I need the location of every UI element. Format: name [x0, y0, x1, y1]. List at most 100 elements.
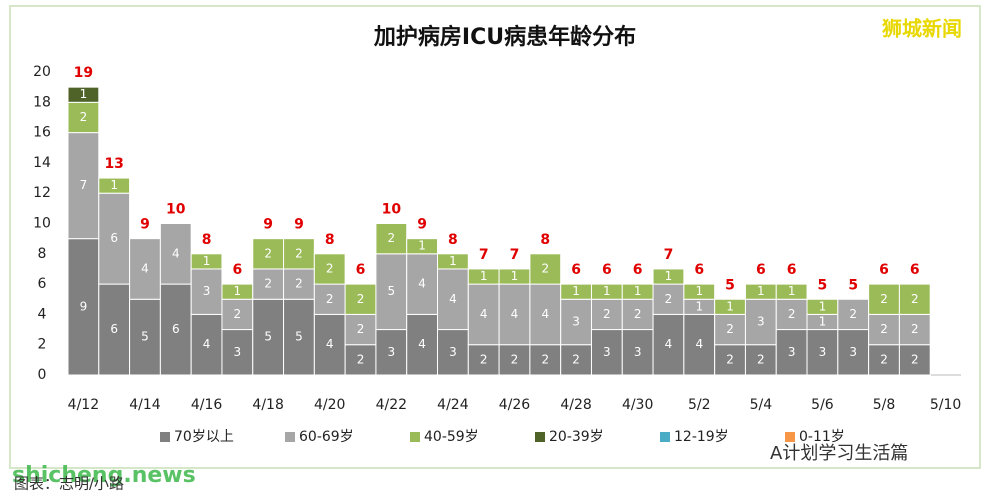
segment-label: 1 [788, 284, 796, 298]
bar-segment [652, 313, 685, 376]
bar-segment [560, 298, 592, 346]
bar-segment [344, 283, 377, 315]
bar-segment [868, 313, 900, 346]
segment-label: 1 [757, 284, 765, 298]
bar-segment [898, 283, 931, 315]
total-label: 7 [479, 247, 489, 263]
bar-segment [283, 268, 315, 300]
watermark: 狮城新闻 [882, 17, 962, 41]
bar-segment [252, 268, 285, 300]
total-label: 6 [356, 262, 366, 278]
total-label: 7 [664, 247, 674, 263]
bar-segment [683, 283, 716, 300]
segment-label: 4 [449, 292, 457, 306]
segment-label: 1 [634, 284, 642, 298]
bar-segment [775, 283, 808, 300]
segment-label: 2 [634, 307, 642, 321]
legend-label: 12-19岁 [674, 429, 729, 445]
segment-label: 2 [511, 352, 519, 366]
total-label: 19 [74, 65, 93, 81]
watermark: A计划学习生活篇 [770, 443, 908, 464]
legend-swatch [785, 432, 795, 442]
x-tick-label: 5/6 [811, 397, 834, 413]
x-tick-label: 4/28 [560, 397, 591, 413]
segment-label: 3 [203, 284, 211, 298]
x-tick-label: 5/2 [688, 397, 711, 413]
bar-segment [437, 253, 469, 270]
total-label: 8 [540, 232, 550, 248]
segment-label: 1 [480, 269, 488, 283]
segment-label: 5 [264, 330, 272, 344]
bar-segment [714, 344, 746, 376]
segment-label: 1 [511, 269, 519, 283]
segment-label: 2 [541, 261, 549, 275]
segment-label: 1 [819, 299, 827, 313]
bar-segment [221, 298, 254, 331]
total-label: 6 [232, 262, 242, 278]
total-label: 6 [756, 262, 766, 278]
x-tick-label: 5/8 [873, 397, 896, 413]
segment-label: 1 [110, 178, 118, 192]
segment-label: 2 [911, 292, 919, 306]
segment-label: 2 [726, 352, 734, 366]
segment-label: 1 [665, 269, 673, 283]
bar-segment [437, 329, 469, 376]
segment-label: 2 [264, 246, 272, 260]
bar-segment [744, 298, 777, 346]
chart-title: 加护病房ICU病患年龄分布 [373, 24, 636, 50]
y-tick-label: 12 [33, 185, 51, 201]
x-tick-label: 5/10 [930, 397, 961, 413]
total-label: 8 [448, 232, 458, 248]
legend-label: 70岁以上 [174, 429, 234, 445]
bar-segment [868, 283, 900, 315]
segment-label: 2 [788, 307, 796, 321]
bar-segment [406, 238, 439, 255]
bar-segment [252, 298, 285, 376]
segment-label: 3 [449, 345, 457, 359]
segment-label: 6 [110, 231, 118, 245]
total-label: 7 [510, 247, 520, 263]
y-tick-label: 14 [33, 155, 51, 171]
x-tick-label: 4/22 [376, 397, 407, 413]
segment-label: 1 [80, 87, 88, 101]
segment-label: 5 [388, 284, 396, 298]
bar-segment [898, 344, 931, 376]
x-tick-label: 4/24 [437, 397, 469, 413]
bar-segment [406, 313, 439, 376]
segment-label: 9 [80, 299, 88, 313]
bar-segment [67, 101, 100, 134]
legend-label: 0-11岁 [799, 429, 845, 445]
legend-label: 60-69岁 [299, 429, 354, 445]
segment-label: 1 [603, 284, 611, 298]
total-label: 6 [602, 262, 612, 278]
total-label: 6 [787, 262, 797, 278]
segment-label: 5 [295, 330, 303, 344]
total-label: 6 [910, 262, 920, 278]
x-tick-label: 4/12 [68, 397, 99, 413]
x-tick-label: 4/30 [622, 397, 653, 413]
segment-label: 4 [203, 337, 211, 351]
segment-label: 1 [418, 239, 426, 253]
bar-segment [714, 313, 746, 346]
segment-label: 4 [480, 307, 488, 321]
bar-segment [806, 329, 839, 376]
bar-segment [190, 253, 223, 270]
bar-segment [683, 313, 716, 376]
y-tick-label: 6 [38, 276, 47, 292]
total-label: 6 [633, 262, 643, 278]
segment-label: 3 [788, 345, 796, 359]
segment-label: 1 [726, 299, 734, 313]
x-tick-label: 4/20 [314, 397, 345, 413]
segment-label: 2 [572, 352, 580, 366]
segment-label: 2 [388, 231, 396, 245]
segment-label: 3 [849, 345, 857, 359]
total-label: 8 [325, 232, 335, 248]
segment-label: 4 [695, 337, 703, 351]
legend-swatch [660, 432, 670, 442]
caption: 图表：志明/小路 [14, 475, 124, 493]
segment-label: 2 [80, 110, 88, 124]
bar-segment [98, 192, 131, 285]
segment-label: 2 [295, 277, 303, 291]
bar-segment [375, 253, 408, 331]
